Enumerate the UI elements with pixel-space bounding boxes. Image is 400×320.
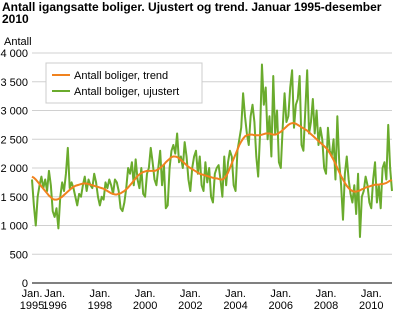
y-tick-label: 2 500 <box>0 134 28 146</box>
x-tick-label: Jan. 1998 <box>88 288 112 312</box>
y-tick-label: 1 500 <box>0 192 28 204</box>
y-tick-label: 2 000 <box>0 163 28 175</box>
legend-box <box>45 62 203 104</box>
x-tick-label: Jan. 2010 <box>359 288 383 312</box>
y-tick-label: 3 500 <box>0 77 28 89</box>
y-axis-label: Antall <box>4 36 32 48</box>
y-tick-label: 0 <box>22 278 28 290</box>
series-line <box>31 122 393 201</box>
x-tick-label: Jan. 2004 <box>223 288 247 312</box>
x-tick-label: Jan. 2008 <box>314 288 338 312</box>
series-line <box>31 63 393 238</box>
y-tick-label: 4 000 <box>0 48 28 60</box>
y-tick-label: 500 <box>10 249 28 261</box>
x-tick-label: Jan. 2000 <box>133 288 157 312</box>
x-tick-label: Jan. 1996 <box>42 288 66 312</box>
y-tick-label: 3 000 <box>0 106 28 118</box>
legend-label: Antall boliger, ujustert <box>74 86 179 98</box>
x-tick-label: Jan. 2002 <box>178 288 202 312</box>
x-tick-label: Jan. 1995 <box>20 288 44 312</box>
legend-label: Antall boliger, trend <box>74 70 168 82</box>
y-tick-label: 1 000 <box>0 221 28 233</box>
chart-title: Antall igangsatte boliger. Ujustert og t… <box>2 0 382 26</box>
x-tick-label: Jan. 2006 <box>269 288 293 312</box>
